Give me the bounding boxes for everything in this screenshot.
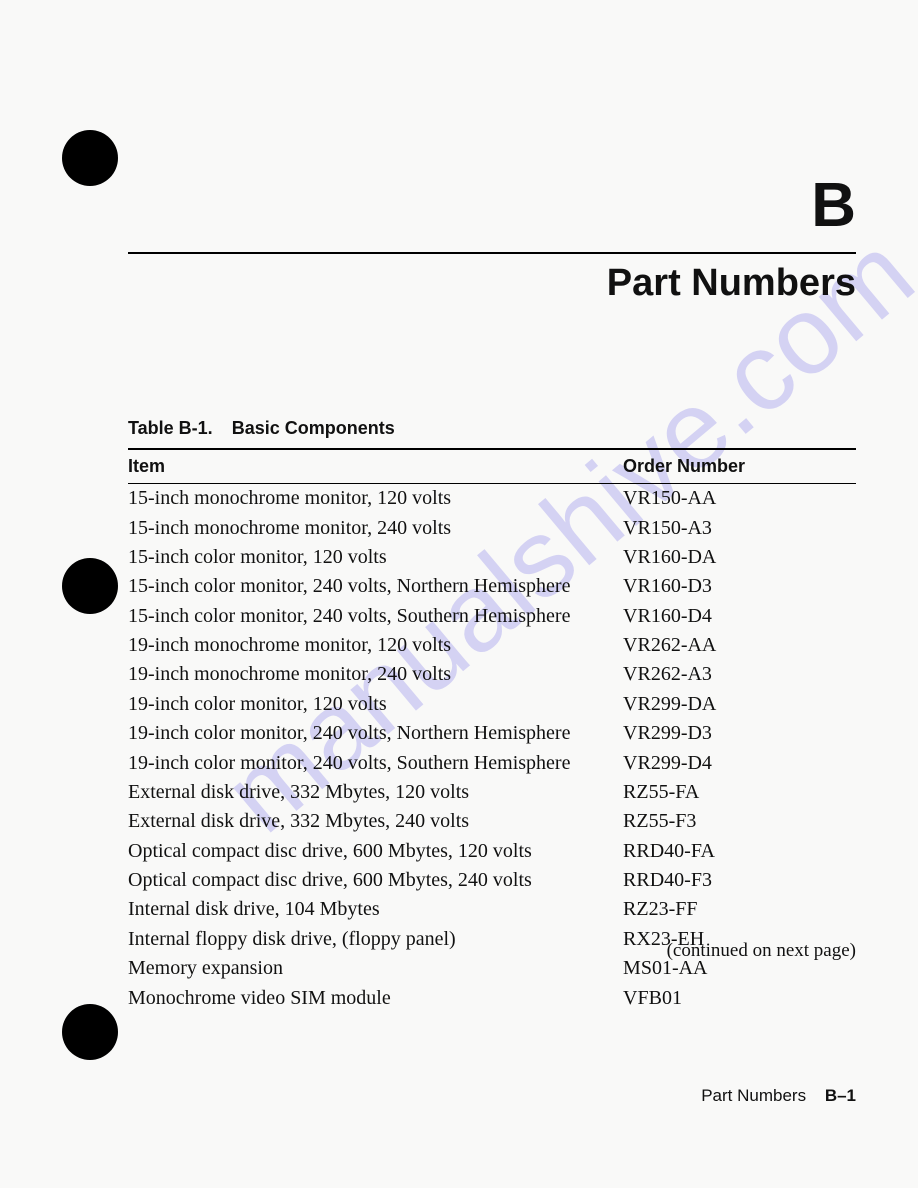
cell-order: VFB01 <box>623 983 856 1012</box>
cell-order: RRD40-F3 <box>623 866 856 895</box>
cell-item: Internal disk drive, 104 Mbytes <box>128 895 623 924</box>
table-row: 15-inch color monitor, 240 volts, Northe… <box>128 572 856 601</box>
table-caption-label: Table B-1. <box>128 418 213 438</box>
cell-order: RZ23-FF <box>623 895 856 924</box>
cell-item: Memory expansion <box>128 954 623 983</box>
punch-hole-icon <box>62 558 118 614</box>
cell-item: 19-inch color monitor, 120 volts <box>128 690 623 719</box>
table-row: Monochrome video SIM moduleVFB01 <box>128 983 856 1012</box>
cell-item: 19-inch color monitor, 240 volts, Northe… <box>128 719 623 748</box>
column-header-item: Item <box>128 449 623 484</box>
table-row: 15-inch monochrome monitor, 240 voltsVR1… <box>128 513 856 542</box>
cell-item: 15-inch color monitor, 240 volts, Northe… <box>128 572 623 601</box>
punch-hole-icon <box>62 130 118 186</box>
section-title: Part Numbers <box>607 262 856 305</box>
cell-order: RRD40-FA <box>623 837 856 866</box>
cell-order: VR160-DA <box>623 543 856 572</box>
cell-order: VR299-D3 <box>623 719 856 748</box>
cell-item: 15-inch color monitor, 240 volts, Southe… <box>128 602 623 631</box>
table-row: External disk drive, 332 Mbytes, 240 vol… <box>128 807 856 836</box>
table-caption: Table B-1. Basic Components <box>128 418 395 439</box>
cell-item: 19-inch monochrome monitor, 240 volts <box>128 660 623 689</box>
cell-order: VR262-A3 <box>623 660 856 689</box>
cell-order: VR299-D4 <box>623 748 856 777</box>
cell-item: External disk drive, 332 Mbytes, 120 vol… <box>128 778 623 807</box>
cell-item: Optical compact disc drive, 600 Mbytes, … <box>128 837 623 866</box>
cell-order: VR150-AA <box>623 484 856 514</box>
table-wrap: Item Order Number 15-inch monochrome mon… <box>128 448 856 1013</box>
continued-note: (continued on next page) <box>667 940 856 962</box>
cell-order: VR262-AA <box>623 631 856 660</box>
table-row: 19-inch color monitor, 240 volts, Northe… <box>128 719 856 748</box>
footer-page-number: B–1 <box>825 1086 856 1105</box>
table-row: 19-inch monochrome monitor, 120 voltsVR2… <box>128 631 856 660</box>
cell-item: 19-inch monochrome monitor, 120 volts <box>128 631 623 660</box>
cell-order: VR150-A3 <box>623 513 856 542</box>
cell-item: 15-inch monochrome monitor, 120 volts <box>128 484 623 514</box>
cell-item: Optical compact disc drive, 600 Mbytes, … <box>128 866 623 895</box>
table-row: Internal disk drive, 104 MbytesRZ23-FF <box>128 895 856 924</box>
table-row: 15-inch color monitor, 240 volts, Southe… <box>128 602 856 631</box>
cell-item: 19-inch color monitor, 240 volts, Southe… <box>128 748 623 777</box>
cell-order: VR299-DA <box>623 690 856 719</box>
page: manualshive.com B Part Numbers Table B-1… <box>0 0 918 1188</box>
table-row: 15-inch color monitor, 120 voltsVR160-DA <box>128 543 856 572</box>
column-header-order: Order Number <box>623 449 856 484</box>
cell-order: VR160-D3 <box>623 572 856 601</box>
cell-order: RZ55-FA <box>623 778 856 807</box>
punch-hole-icon <box>62 1004 118 1060</box>
cell-order: VR160-D4 <box>623 602 856 631</box>
page-footer: Part Numbers B–1 <box>701 1086 856 1106</box>
cell-item: Internal floppy disk drive, (floppy pane… <box>128 925 623 954</box>
table-row: 19-inch color monitor, 240 volts, Southe… <box>128 748 856 777</box>
table-row: Optical compact disc drive, 600 Mbytes, … <box>128 866 856 895</box>
footer-label: Part Numbers <box>701 1086 806 1105</box>
table-header-row: Item Order Number <box>128 449 856 484</box>
table-row: 15-inch monochrome monitor, 120 voltsVR1… <box>128 484 856 514</box>
table-row: External disk drive, 332 Mbytes, 120 vol… <box>128 778 856 807</box>
table-row: 19-inch color monitor, 120 voltsVR299-DA <box>128 690 856 719</box>
table-caption-title: Basic Components <box>232 418 395 438</box>
cell-item: External disk drive, 332 Mbytes, 240 vol… <box>128 807 623 836</box>
horizontal-rule <box>128 252 856 254</box>
parts-table: Item Order Number 15-inch monochrome mon… <box>128 448 856 1013</box>
table-row: Optical compact disc drive, 600 Mbytes, … <box>128 837 856 866</box>
table-body: 15-inch monochrome monitor, 120 voltsVR1… <box>128 484 856 1013</box>
cell-item: 15-inch color monitor, 120 volts <box>128 543 623 572</box>
cell-order: RZ55-F3 <box>623 807 856 836</box>
table-row: 19-inch monochrome monitor, 240 voltsVR2… <box>128 660 856 689</box>
section-letter: B <box>811 170 856 241</box>
cell-item: Monochrome video SIM module <box>128 983 623 1012</box>
cell-item: 15-inch monochrome monitor, 240 volts <box>128 513 623 542</box>
